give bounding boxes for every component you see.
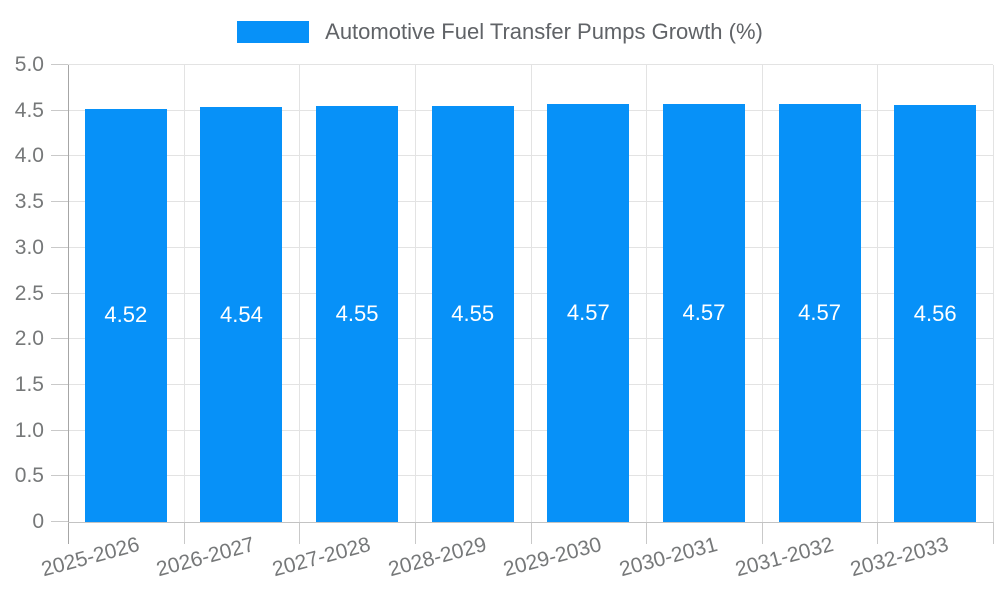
- y-tick-label: 3.0: [14, 235, 44, 259]
- y-tick-label: 4.5: [14, 98, 44, 122]
- y-tick-label: 1.5: [14, 372, 44, 396]
- gridline-vertical: [299, 65, 300, 522]
- gridline-horizontal: [68, 292, 993, 294]
- gridline-horizontal: [68, 155, 993, 157]
- gridline-horizontal: [68, 383, 993, 385]
- y-axis-tick: [51, 338, 68, 340]
- gridline-horizontal: [68, 338, 993, 340]
- bar-value-label: 4.57: [566, 300, 610, 326]
- y-axis-tick: [51, 246, 68, 248]
- x-tick-label: 2031-2032: [732, 533, 836, 582]
- x-axis-tick: [646, 522, 647, 544]
- y-axis-spine: [68, 65, 69, 522]
- y-tick-label: 2.5: [14, 281, 44, 305]
- gridline-horizontal: [68, 109, 993, 111]
- y-tick-label: 0.5: [14, 464, 44, 488]
- bar-value-label: 4.54: [220, 301, 263, 327]
- legend-label: Automotive Fuel Transfer Pumps Growth (%…: [325, 19, 763, 44]
- y-axis-tick: [51, 292, 68, 294]
- x-axis-tick: [184, 522, 185, 544]
- bar-2031-2032[interactable]: [778, 104, 861, 522]
- x-axis-tick: [877, 522, 878, 544]
- bar-2032-2033[interactable]: [894, 105, 977, 522]
- x-axis-line: [68, 522, 993, 523]
- x-tick-label: 2029-2030: [501, 533, 605, 582]
- bar-value-label: 4.55: [335, 301, 379, 327]
- x-axis-tick: [68, 522, 69, 544]
- gridline-vertical: [646, 65, 647, 522]
- gridline-horizontal: [68, 64, 993, 65]
- y-tick-label: 1.0: [14, 418, 44, 442]
- bar-value-label: 4.56: [913, 300, 957, 326]
- gridline-horizontal: [68, 475, 993, 477]
- x-axis-tick: [299, 522, 300, 544]
- bar-value-label: 4.57: [798, 300, 841, 326]
- y-axis-tick: [51, 155, 68, 157]
- y-axis-tick: [51, 429, 68, 431]
- y-axis-tick: [51, 64, 68, 65]
- gridline-vertical: [184, 65, 185, 522]
- gridline-horizontal: [68, 201, 993, 203]
- y-tick-label: 2.0: [14, 327, 44, 351]
- x-axis-tick: [993, 522, 994, 544]
- x-axis-tick: [531, 522, 532, 544]
- bar-2030-2031[interactable]: [662, 104, 745, 522]
- x-tick-label: 2030-2031: [616, 533, 720, 582]
- gridline-vertical: [877, 65, 878, 522]
- bar-value-label: 4.57: [682, 300, 726, 326]
- gridline-horizontal: [68, 246, 993, 248]
- x-tick-label: 2027-2028: [270, 533, 374, 582]
- y-tick-label: 5.0: [14, 53, 44, 76]
- bar-2026-2027[interactable]: [200, 107, 283, 522]
- bar-2027-2028[interactable]: [316, 106, 399, 522]
- y-tick-label: 3.5: [14, 190, 44, 214]
- x-tick-label: 2025-2026: [38, 533, 142, 582]
- chart-legend[interactable]: Automotive Fuel Transfer Pumps Growth (%…: [0, 19, 1000, 45]
- bar-2029-2030[interactable]: [547, 104, 630, 522]
- y-axis-tick: [51, 201, 68, 203]
- gridline-vertical: [993, 65, 994, 522]
- x-tick-label: 2026-2027: [154, 533, 258, 582]
- y-axis-tick: [51, 521, 68, 522]
- x-tick-label: 2028-2029: [385, 533, 489, 582]
- bar-value-label: 4.55: [451, 301, 495, 327]
- gridline-vertical: [762, 65, 763, 522]
- y-tick-label: 0: [32, 510, 44, 533]
- bar-2025-2026[interactable]: [84, 108, 167, 522]
- y-axis-tick: [51, 383, 68, 385]
- gridline-horizontal: [68, 429, 993, 431]
- x-axis-tick: [415, 522, 416, 544]
- legend-swatch: [237, 21, 310, 43]
- y-axis-tick: [51, 475, 68, 477]
- y-tick-label: 4.0: [14, 144, 44, 168]
- x-axis-tick: [762, 522, 763, 544]
- x-tick-label: 2032-2033: [848, 533, 952, 582]
- bar-2028-2029[interactable]: [431, 106, 514, 522]
- gridline-vertical: [415, 65, 416, 522]
- gridline-vertical: [531, 65, 532, 522]
- y-axis-tick: [51, 109, 68, 111]
- bar-value-label: 4.52: [104, 302, 148, 328]
